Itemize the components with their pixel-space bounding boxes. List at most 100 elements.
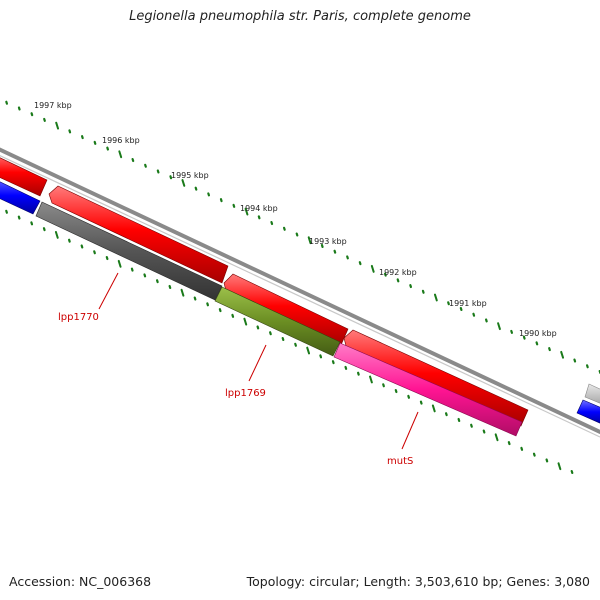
ruler-tick-outer — [346, 255, 349, 260]
ruler-label: 1990 kbp — [519, 329, 557, 338]
ruler-tick-inner — [30, 221, 34, 226]
ruler-tick-outer — [358, 261, 362, 266]
ruler-tick-outer — [433, 293, 438, 302]
ruler-tick-outer — [156, 169, 160, 174]
ruler-tick-outer — [244, 207, 249, 216]
ruler-tick-outer — [535, 341, 539, 346]
ruler-tick-inner — [117, 259, 122, 268]
ruler-label: 1997 kbp — [34, 101, 72, 110]
ruler-tick-outer — [106, 146, 110, 151]
ruler-tick-outer — [510, 329, 514, 334]
ruler-tick-inner — [520, 446, 524, 451]
ruler-tick-outer — [55, 121, 60, 130]
ruler-tick-inner — [54, 230, 59, 239]
ruler-tick-inner — [93, 250, 96, 255]
gene-blue-partial[interactable] — [0, 177, 41, 215]
reverse-strand — [0, 177, 600, 437]
ruler-tick-outer — [497, 322, 501, 331]
ruler-tick-outer — [396, 278, 400, 283]
ruler-tick-outer — [68, 129, 72, 134]
ruler-tick-inner — [532, 452, 536, 457]
ruler-tick-inner — [357, 371, 360, 376]
gene-blue-right-partial[interactable] — [576, 399, 600, 424]
ruler-tick-inner — [557, 462, 562, 471]
gene-light-partial[interactable] — [584, 383, 600, 404]
ruler-tick-inner — [42, 227, 46, 232]
ruler-tick-inner — [545, 458, 549, 463]
ruler-label: 1991 kbp — [449, 299, 487, 308]
gene-arrow-reverse[interactable] — [48, 185, 229, 284]
ruler-tick-inner — [180, 288, 185, 297]
ruler-tick-inner — [470, 423, 473, 428]
ruler-tick-inner — [105, 256, 109, 261]
ruler-tick-outer — [219, 198, 223, 203]
gene-label-lpp1769: lpp1769 — [225, 388, 266, 399]
ruler-tick-outer — [585, 364, 589, 369]
ruler-label: 1994 kbp — [240, 204, 278, 213]
map-title: Legionella pneumophila str. Paris, compl… — [129, 9, 471, 24]
ruler-tick-inner — [306, 346, 311, 355]
ruler-tick-inner — [444, 412, 448, 417]
gene-arrow-reverse[interactable] — [343, 329, 529, 427]
backbone — [0, 147, 600, 438]
ruler-tick-outer — [560, 350, 565, 359]
ruler-tick-inner — [457, 417, 461, 422]
ruler-label: 1993 kbp — [309, 237, 347, 246]
ruler-tick-outer — [30, 112, 34, 117]
ruler-tick-outer — [270, 221, 274, 226]
ruler-tick-inner — [243, 317, 248, 326]
ruler-tick-inner — [482, 429, 486, 434]
ruler-tick-inner — [394, 389, 398, 394]
ruler-tick-inner — [256, 325, 260, 330]
ruler-tick-inner — [269, 331, 272, 336]
ruler-tick-inner — [231, 313, 235, 318]
ruler-tick-inner — [143, 273, 147, 278]
ruler-tick-inner — [382, 383, 385, 388]
ruler-tick-outer — [131, 157, 135, 163]
gene-label-lpp1770: lpp1770 — [58, 312, 99, 323]
ruler-tick-outer — [118, 150, 123, 159]
ruler-tick-inner — [407, 394, 411, 399]
ruler-label: 1992 kbp — [379, 268, 417, 277]
ruler-tick-outer — [459, 306, 463, 312]
ruler-tick-inner — [431, 404, 436, 413]
ruler-tick-inner — [17, 215, 21, 220]
ruler-tick-inner — [281, 336, 285, 342]
gene-lpp1769[interactable] — [214, 286, 341, 357]
forward-strand — [0, 153, 529, 427]
ruler-tick-outer — [333, 249, 337, 254]
ruler-tick-outer — [573, 358, 577, 363]
ruler-tick-inner — [155, 279, 159, 284]
ruler-tick-inner — [507, 441, 511, 446]
ruler-labels: 1997 kbp 1996 kbp 1995 kbp 1994 kbp 1993 kbp… — [34, 101, 557, 338]
ruler-tick-outer — [307, 236, 312, 245]
ruler-tick-outer — [93, 140, 97, 145]
genome-summary-text: Topology: circular; Length: 3,503,610 bp… — [246, 574, 590, 589]
ruler-tick-outer — [194, 186, 198, 191]
gene-arrow-forward[interactable] — [0, 153, 48, 197]
ruler-tick-outer — [207, 192, 211, 197]
ruler-tick-inner — [419, 400, 423, 405]
ruler-tick-outer — [522, 335, 526, 340]
ruler-tick-outer — [421, 289, 425, 294]
gene-lpp1770[interactable] — [35, 201, 223, 301]
ruler-tick-outer — [17, 106, 21, 111]
ruler-tick-inner — [80, 244, 84, 249]
ruler-tick-inner — [294, 342, 297, 347]
ruler-tick-inner — [344, 365, 348, 370]
ruler-tick-inner — [319, 354, 323, 359]
ruler-tick-outer — [370, 264, 375, 273]
ruler-tick-inner — [168, 284, 172, 289]
ruler-tick-inner — [218, 308, 222, 313]
ruler-tick-outer — [43, 117, 46, 122]
ruler-tick-outer — [144, 163, 147, 168]
gene-label-mutS: mutS — [387, 456, 413, 467]
ruler-ticks — [5, 100, 600, 475]
gene-mutS[interactable] — [333, 342, 523, 437]
ruler-label: 1995 kbp — [171, 171, 209, 180]
ruler-tick-outer — [548, 347, 551, 352]
ruler-tick-outer — [257, 215, 261, 220]
ruler-tick-outer — [181, 179, 186, 187]
